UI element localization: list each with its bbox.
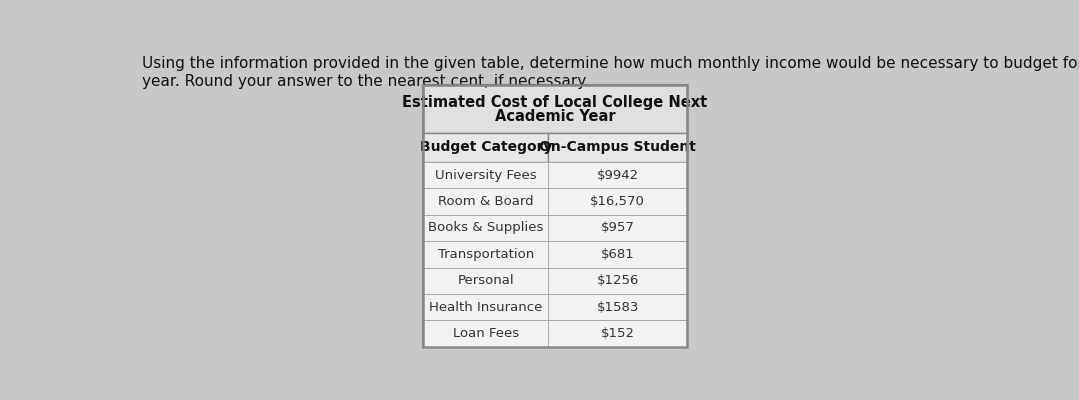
Text: Academic Year: Academic Year [495, 109, 615, 124]
Bar [548, 320, 687, 347]
Text: $152: $152 [601, 327, 634, 340]
Bar [423, 85, 687, 347]
Text: Books & Supplies: Books & Supplies [428, 222, 544, 234]
Bar [423, 133, 548, 162]
Bar [548, 241, 687, 268]
Bar [548, 162, 687, 188]
Bar [423, 215, 548, 241]
Bar [548, 268, 687, 294]
Text: year. Round your answer to the nearest cent, if necessary.: year. Round your answer to the nearest c… [141, 74, 588, 89]
Bar [423, 241, 548, 268]
Text: $1583: $1583 [597, 301, 639, 314]
Text: $16,570: $16,570 [590, 195, 645, 208]
Bar [548, 188, 687, 215]
Bar [548, 133, 687, 162]
Bar [548, 294, 687, 320]
Text: Personal: Personal [457, 274, 515, 287]
Text: On-Campus Student: On-Campus Student [540, 140, 696, 154]
Text: Room & Board: Room & Board [438, 195, 534, 208]
Text: University Fees: University Fees [435, 169, 536, 182]
Bar [423, 268, 548, 294]
Text: Using the information provided in the given table, determine how much monthly in: Using the information provided in the gi… [141, 56, 1079, 71]
Text: $957: $957 [601, 222, 634, 234]
Bar [423, 85, 687, 347]
Bar [423, 294, 548, 320]
Text: Budget Category: Budget Category [420, 140, 552, 154]
Bar [423, 85, 687, 133]
Text: Transportation: Transportation [438, 248, 534, 261]
Text: Estimated Cost of Local College Next: Estimated Cost of Local College Next [402, 94, 708, 110]
Text: Loan Fees: Loan Fees [453, 327, 519, 340]
Text: Health Insurance: Health Insurance [429, 301, 543, 314]
Bar [423, 162, 548, 188]
Text: $1256: $1256 [597, 274, 639, 287]
Bar [423, 320, 548, 347]
Bar [548, 215, 687, 241]
Text: $9942: $9942 [597, 169, 639, 182]
Text: $681: $681 [601, 248, 634, 261]
Bar [423, 188, 548, 215]
